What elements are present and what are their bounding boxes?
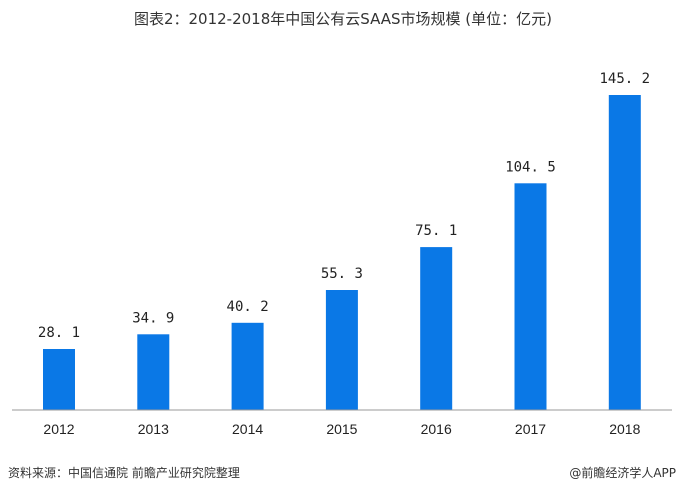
data-label-2014: 40. 2	[227, 299, 269, 315]
tick-label-2018: 2018	[609, 421, 640, 437]
brand-watermark: @前瞻经济学人APP	[569, 466, 676, 480]
bar-2018	[608, 95, 641, 410]
bar-2012	[43, 349, 75, 410]
tick-label-2017: 2017	[515, 421, 546, 437]
bar-2014	[231, 322, 264, 410]
data-label-2012: 28. 1	[38, 325, 80, 341]
bar-2016	[420, 247, 453, 410]
tick-label-2013: 2013	[138, 421, 169, 437]
bar-2015	[325, 290, 358, 410]
tick-label-2015: 2015	[326, 421, 357, 437]
data-label-2013: 34. 9	[132, 310, 174, 326]
data-label-2016: 75. 1	[415, 223, 457, 239]
tick-label-2012: 2012	[43, 421, 74, 437]
tick-labels-group: 2012 2013 2014 2015 2016 2017 2018	[43, 421, 640, 437]
data-label-2015: 55. 3	[321, 266, 363, 282]
chart-title: 图表2：2012-2018年中国公有云SAAS市场规模 (单位：亿元)	[133, 10, 553, 28]
tick-label-2016: 2016	[421, 421, 452, 437]
data-label-2018: 145. 2	[600, 71, 651, 87]
tick-label-2014: 2014	[232, 421, 263, 437]
bar-2013	[137, 334, 170, 410]
bars-group: 28. 1 34. 9 40. 2 55. 3 75. 1 104. 5 145. 2	[38, 71, 650, 410]
data-label-2017: 104. 5	[505, 159, 556, 175]
bar-2017	[514, 183, 547, 410]
source-note: 资料来源：中国信通院 前瞻产业研究院整理	[8, 466, 240, 480]
